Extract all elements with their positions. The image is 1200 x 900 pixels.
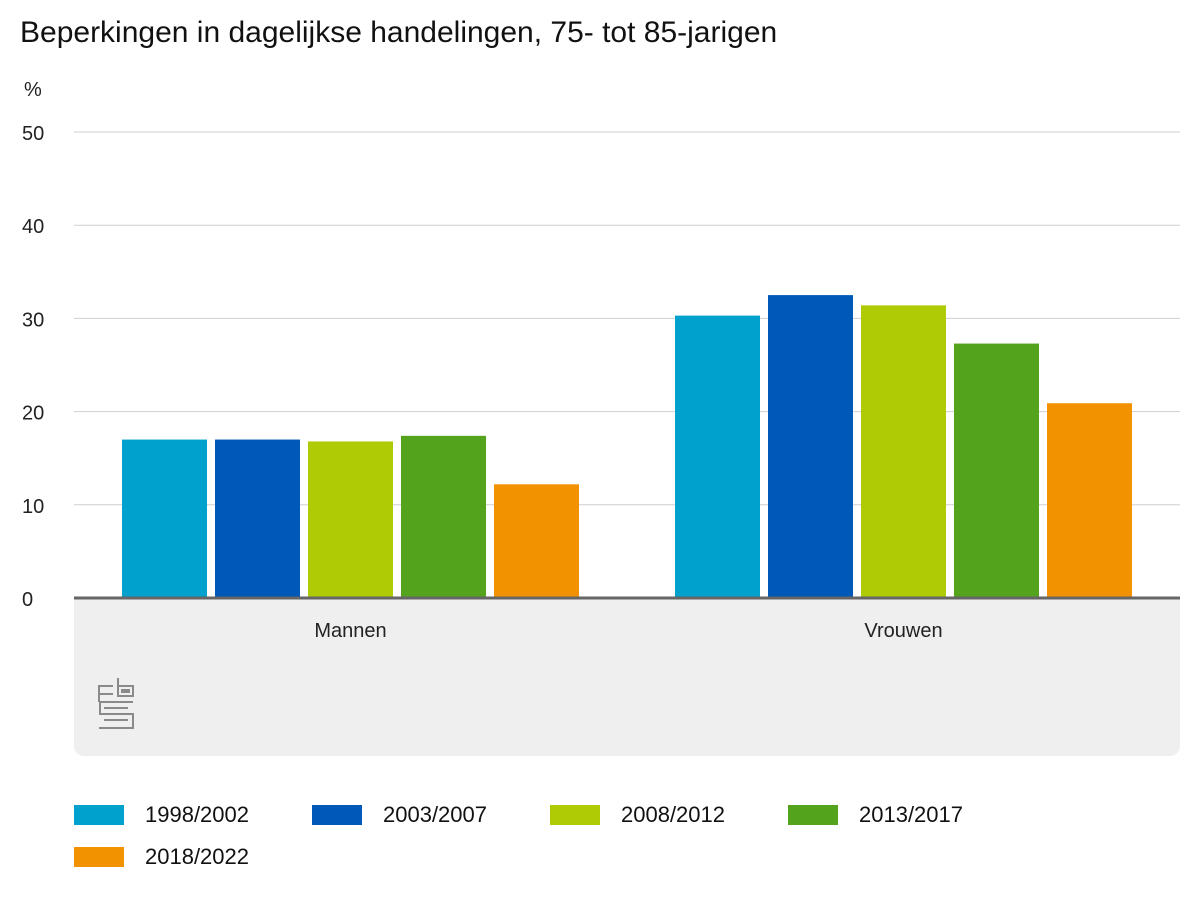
bar-mannen-2008-2012[interactable] [308, 441, 393, 598]
y-tick-label: 10 [22, 496, 44, 518]
x-axis-ticks: Mannen Vrouwen [314, 620, 942, 642]
legend-label: 2008/2012 [621, 802, 725, 827]
bar-vrouwen-2018-2022[interactable] [1047, 403, 1132, 598]
legend-swatch [550, 805, 600, 825]
legend-swatch [312, 805, 362, 825]
bar-mannen-2018-2022[interactable] [494, 484, 579, 598]
legend-item[interactable]: 2013/2017 [788, 800, 963, 830]
legend-item[interactable]: 1998/2002 [74, 800, 249, 830]
chart-title: Beperkingen in dagelijkse handelingen, 7… [20, 16, 778, 49]
legend-label: 2018/2022 [145, 844, 249, 869]
y-tick-label: 40 [22, 216, 44, 238]
category-band [74, 598, 1180, 756]
legend-label: 1998/2002 [145, 802, 249, 827]
bar-mannen-1998-2002[interactable] [122, 439, 207, 598]
legend-item[interactable]: 2008/2012 [550, 800, 725, 830]
y-axis-ticks: 0 10 20 30 40 50 [22, 123, 44, 611]
x-tick-label: Vrouwen [864, 620, 942, 642]
y-tick-label: 20 [22, 403, 44, 425]
legend-swatch [788, 805, 838, 825]
bar-mannen-2013-2017[interactable] [401, 435, 486, 598]
bar-chart: 0 10 20 30 40 50 % Mannen Vrouwen [22, 79, 1180, 756]
legend-swatch [74, 847, 124, 867]
bar-vrouwen-1998-2002[interactable] [675, 315, 760, 598]
y-tick-label: 50 [22, 123, 44, 145]
bar-vrouwen-2008-2012[interactable] [861, 305, 946, 598]
bar-vrouwen-2013-2017[interactable] [954, 343, 1039, 598]
cbs-logo [98, 678, 134, 729]
bar-vrouwen-2003-2007[interactable] [768, 295, 853, 598]
category-band-top [74, 598, 1180, 618]
legend-label: 2013/2017 [859, 802, 963, 827]
legend-item[interactable]: 2018/2022 [74, 842, 249, 872]
y-axis-label: % [24, 79, 42, 101]
x-tick-label: Mannen [314, 620, 386, 642]
legend-item[interactable]: 2003/2007 [312, 800, 487, 830]
bars [122, 295, 1132, 598]
bar-mannen-2003-2007[interactable] [215, 439, 300, 598]
legend-swatch [74, 805, 124, 825]
legend-label: 2003/2007 [383, 802, 487, 827]
y-tick-label: 30 [22, 309, 44, 331]
y-tick-label: 0 [22, 589, 33, 611]
